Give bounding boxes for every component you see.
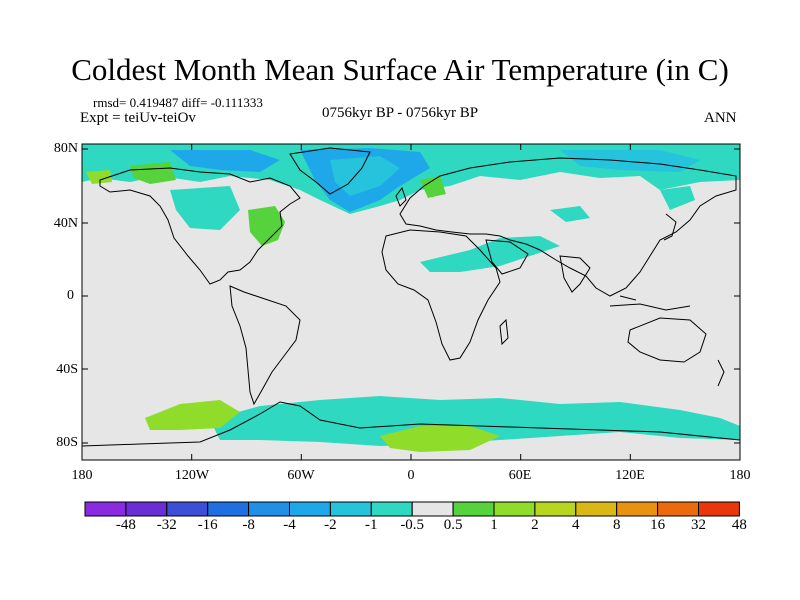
coast-indonesia (609, 295, 691, 311)
coast-africa (381, 229, 501, 361)
coast-australia (627, 317, 707, 363)
colorbar-box (698, 501, 740, 517)
anomaly-southern-ocean (210, 396, 740, 446)
colorbar-label: -4 (283, 517, 296, 533)
lon-label: 60W (287, 468, 315, 483)
colorbar-box (411, 501, 454, 517)
colorbar-label: 16 (650, 517, 666, 533)
colorbar-box (534, 501, 577, 517)
colorbar-label: -32 (156, 517, 177, 533)
coast-antarctica (81, 401, 741, 447)
colorbar-label: -16 (197, 517, 218, 533)
coastlines (81, 147, 741, 447)
colorbar-label: -8 (242, 517, 255, 533)
coast-eurasia (399, 157, 737, 297)
colorbar-label: -2 (324, 517, 337, 533)
anomaly-greenland-core (330, 156, 400, 196)
anomaly-scandinavia (420, 176, 446, 198)
period-label: 0756kyr BP - 0756kyr BP (322, 105, 479, 121)
colorbar-label: 4 (572, 517, 580, 533)
colorbar (84, 501, 740, 517)
colorbar-box (207, 501, 250, 517)
lon-label: 120E (615, 468, 645, 483)
colorbar-box (166, 501, 209, 517)
colorbar-box (493, 501, 536, 517)
lon-label: 0 (407, 468, 415, 483)
anomaly-antarctic-green-west (145, 400, 240, 430)
coast-japan (663, 213, 677, 241)
anomaly-japan (660, 186, 695, 210)
colorbar-label: -0.5 (400, 517, 425, 533)
coast-north-america (99, 167, 301, 285)
colorbar-label: 1 (490, 517, 498, 533)
coast-greenland (289, 147, 371, 195)
colorbar-label: 2 (531, 517, 539, 533)
colorbar-box (657, 501, 699, 517)
anomaly-siberia (560, 150, 700, 172)
colorbar-box (616, 501, 659, 517)
lon-label: 180 (71, 468, 93, 483)
lon-label: 180 (729, 468, 751, 483)
colorbar-label: -1 (365, 517, 378, 533)
colorbar-box (575, 501, 618, 517)
figure-title: Coldest Month Mean Surface Air Temperatu… (71, 52, 729, 87)
experiment-label: Expt = teiUv-teiOv (80, 110, 196, 126)
colorbar-label: 48 (731, 517, 747, 533)
stats-text: rmsd= 0.419487 diff= -0.111333 (93, 95, 263, 110)
anomaly-ne-america (248, 206, 285, 246)
anomaly-west-canada (170, 186, 240, 230)
lat-label: 80S (56, 435, 78, 450)
colorbar-box (289, 501, 331, 517)
anomaly-alaska (130, 162, 176, 184)
colorbar-label: -48 (115, 517, 136, 533)
colorbar-label: 0.5 (443, 517, 463, 533)
coast-south-america (229, 285, 301, 406)
colorbar-box (329, 501, 372, 517)
lon-label: 120W (174, 468, 210, 483)
coast-uk (395, 186, 407, 207)
anomaly-antarctic-green-east (380, 426, 500, 452)
colorbar-box (370, 501, 413, 517)
anomaly-alaska-2 (86, 170, 112, 184)
colorbar-label: 8 (612, 517, 621, 533)
anomaly-east-asia (550, 206, 590, 222)
anomaly-canada-arctic (170, 150, 280, 172)
lat-label: 40S (56, 362, 78, 377)
coast-new-zealand (717, 359, 725, 387)
colorbar-label: 32 (691, 517, 706, 533)
coast-madagascar (499, 318, 509, 346)
colorbar-box (248, 501, 291, 517)
lat-label: 80N (53, 141, 78, 156)
colorbar-box (125, 501, 168, 517)
colorbar-box (452, 501, 495, 517)
lat-label: 0 (67, 288, 74, 303)
season-label: ANN (704, 110, 737, 126)
colorbar-box (84, 501, 127, 517)
lat-label: 40N (53, 216, 78, 231)
coast-india (559, 255, 591, 293)
lon-label: 60E (508, 468, 532, 483)
axis-ticks (81, 144, 741, 460)
coast-arabia (485, 239, 529, 275)
anomaly-layer (82, 144, 740, 452)
